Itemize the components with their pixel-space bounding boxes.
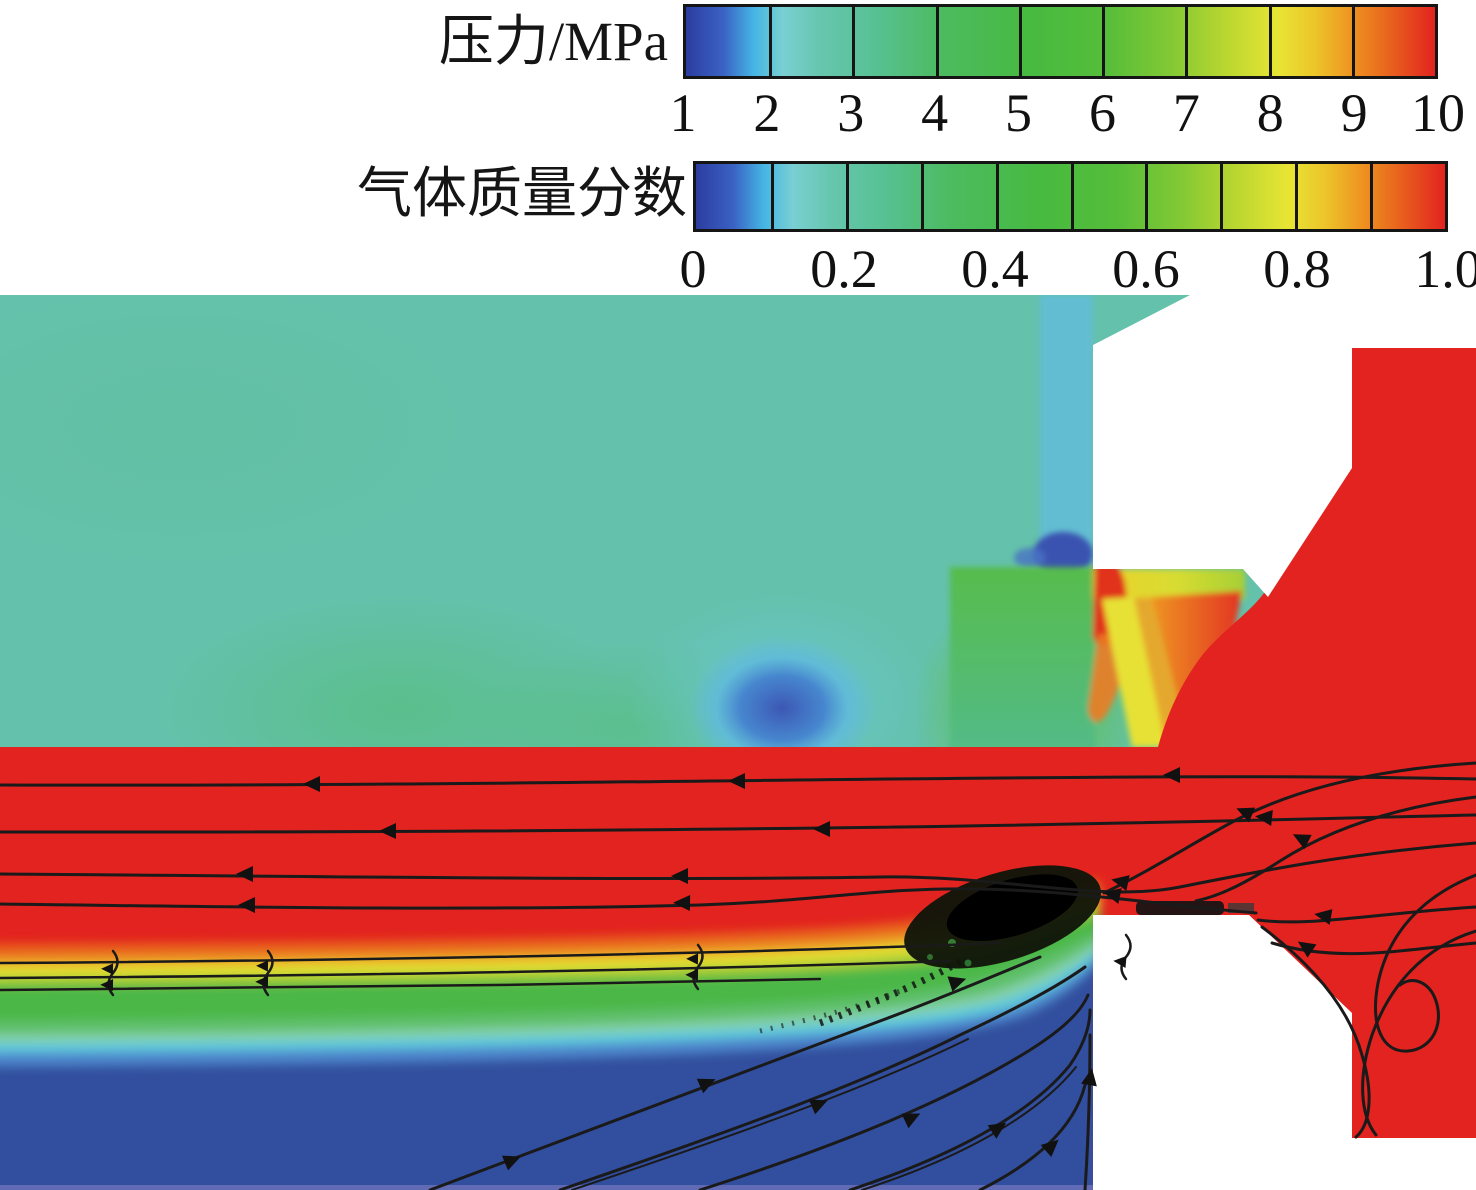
mass-fraction-tick: 0	[679, 239, 707, 299]
colorbar-divider	[1102, 7, 1106, 76]
valve-seat-wall	[1093, 295, 1476, 597]
colorbar-divider	[1070, 164, 1074, 229]
pressure-tick: 5	[1005, 83, 1033, 143]
gas-mass-fraction-field	[0, 747, 1476, 1190]
pressure-tick: 9	[1340, 83, 1368, 143]
colorbar-divider	[1351, 7, 1355, 76]
pressure-colorbar	[683, 4, 1438, 79]
colorbar-divider	[1185, 7, 1189, 76]
bottom-right-wall-notch	[1352, 1138, 1476, 1190]
streamlines	[0, 761, 1476, 1190]
valve-poppet-wall	[1093, 915, 1352, 1190]
colorbar-divider	[1220, 164, 1224, 229]
pressure-tick: 6	[1088, 83, 1116, 143]
colorbar-divider	[1145, 164, 1149, 229]
pressure-tick: 1	[669, 83, 697, 143]
colorbar-divider	[995, 164, 999, 229]
colorbar-divider	[920, 164, 924, 229]
colorbar-divider	[770, 164, 774, 229]
colorbar-divider	[1018, 7, 1022, 76]
colorbar-divider	[1268, 7, 1272, 76]
low-pressure-spot	[1033, 532, 1093, 576]
colorbar-divider	[845, 164, 849, 229]
pressure-tick: 7	[1172, 83, 1200, 143]
inlet-high-pressure-region	[1158, 348, 1476, 747]
mass-fraction-tick: 0.8	[1263, 239, 1331, 299]
pressure-tick: 3	[837, 83, 865, 143]
colorbar-divider	[935, 7, 939, 76]
pressure-colorbar-label: 压力/MPa	[438, 11, 668, 72]
pressure-colorbar-ticks: 1 2 3 4 5 6 7 8 9 10	[670, 83, 1466, 148]
pressure-tick: 4	[921, 83, 949, 143]
mass-fraction-colorbar	[693, 161, 1448, 232]
mass-fraction-colorbar-label: 气体质量分数	[356, 163, 687, 224]
seat-side-strip	[1040, 295, 1093, 561]
bottom-boundary-line	[0, 1185, 1093, 1190]
mass-fraction-tick: 0.6	[1112, 239, 1180, 299]
colorbar-divider	[1370, 164, 1374, 229]
mass-fraction-tick: 0.4	[961, 239, 1029, 299]
interface-bands	[0, 879, 1100, 1190]
pressure-tick: 10	[1411, 83, 1465, 143]
mass-fraction-colorbar-ticks: 0 0.2 0.4 0.6 0.8 1.0	[680, 239, 1476, 304]
colorbar-divider	[852, 7, 856, 76]
mass-fraction-tick: 1.0	[1414, 239, 1476, 299]
colorbar-divider	[769, 7, 773, 76]
mass-fraction-tick: 0.2	[810, 239, 878, 299]
pressure-tick: 8	[1256, 83, 1284, 143]
pressure-tick: 2	[753, 83, 781, 143]
colorbar-divider	[1295, 164, 1299, 229]
contour-plot	[0, 295, 1476, 1190]
